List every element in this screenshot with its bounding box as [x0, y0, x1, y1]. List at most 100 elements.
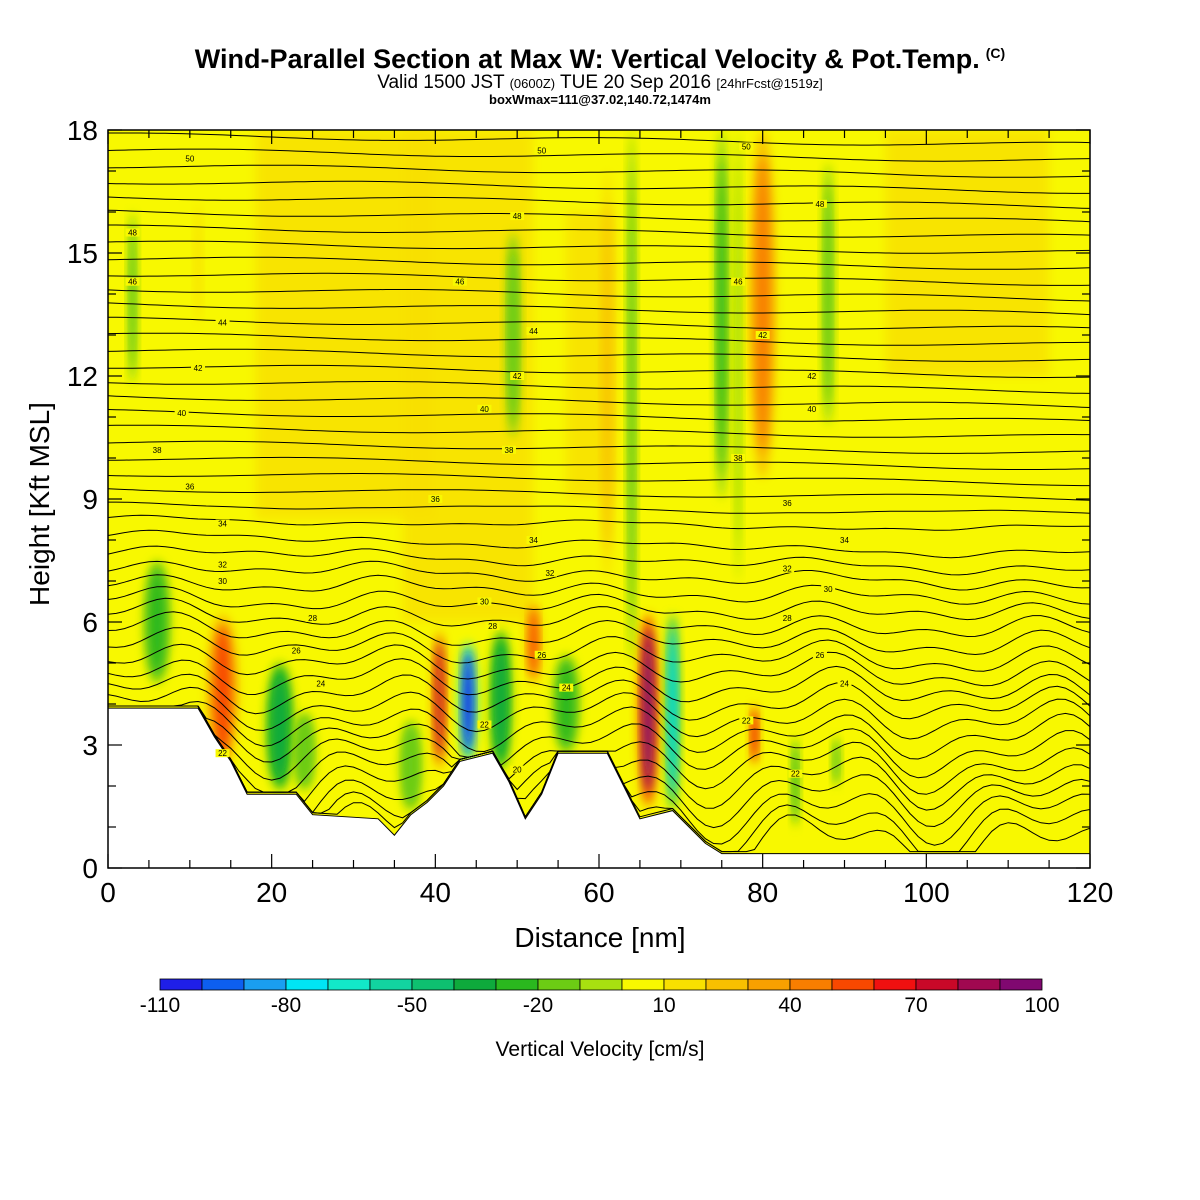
- colorbar-label: Vertical Velocity [cm/s]: [495, 1038, 705, 1061]
- chart-title-text: Wind-Parallel Section at Max W: Vertical…: [194, 44, 980, 74]
- colorbar-tick-label: -110: [140, 994, 180, 1017]
- y-tick-label: 6: [82, 607, 98, 638]
- isentrope-line: [108, 627, 1090, 672]
- contour-label-bg: [215, 577, 230, 585]
- colorbar-swatch: [495, 978, 539, 991]
- isentrope-line: [108, 586, 1090, 621]
- isentrope-line: [108, 381, 1090, 394]
- isentrope-line: [108, 424, 1090, 438]
- colorbar-swatch: [159, 978, 203, 991]
- y-tick-label: 3: [82, 730, 98, 761]
- y-tick-label: 0: [82, 853, 98, 884]
- isentrope-line: [108, 473, 1090, 487]
- contour-label: 28: [488, 622, 497, 631]
- isentrope-line: [108, 409, 1090, 422]
- contour-label: 34: [529, 536, 538, 545]
- isentrope-line: [108, 456, 1090, 470]
- x-tick-label: 0: [100, 877, 116, 908]
- contour-label: 34: [840, 536, 849, 545]
- contour-label: 22: [218, 749, 227, 758]
- box-wmax-line: boxWmax=111@37.02,140.72,1474m: [489, 92, 711, 107]
- isentrope-line: [108, 289, 1090, 302]
- contour-label: 30: [218, 577, 227, 586]
- contour-label-bg: [215, 749, 230, 758]
- contour-label: 46: [455, 278, 464, 287]
- contour-label: 22: [480, 721, 489, 730]
- contour-label-bg: [510, 765, 525, 774]
- chart-title: Wind-Parallel Section at Max W: Vertical…: [0, 44, 1200, 75]
- contour-label-bg: [534, 650, 549, 659]
- colorbar-swatch: [705, 978, 749, 991]
- isentrope-line: [108, 545, 1090, 576]
- contour-label-bg: [305, 613, 320, 622]
- contour-label: 48: [128, 229, 137, 238]
- contour-label-bg: [780, 613, 795, 622]
- colorbar-swatch: [201, 978, 245, 991]
- contour-label-bg: [477, 597, 492, 606]
- colorbar-swatch: [285, 978, 329, 991]
- isentrope-line: [108, 209, 1090, 223]
- theta-contours: [108, 132, 1090, 853]
- contour-label-bg: [739, 142, 754, 151]
- downdraft-core: [463, 651, 473, 753]
- isentrope-line: [108, 658, 1090, 703]
- contour-label-bg: [485, 622, 500, 631]
- isentrope-line: [108, 700, 1090, 760]
- valid-date: TUE 20 Sep 2016: [560, 72, 712, 93]
- colorbar-swatch: [537, 978, 581, 991]
- colorbar-tick-label: -80: [271, 994, 301, 1017]
- x-axis-label: Distance [nm]: [514, 922, 686, 953]
- colorbar-swatch: [411, 978, 455, 991]
- contour-label-bg: [731, 454, 746, 462]
- updraft-core: [194, 202, 202, 325]
- contour-label-bg: [739, 716, 754, 725]
- contour-label: 22: [791, 770, 800, 779]
- contour-label: 44: [218, 319, 227, 328]
- isentrope-line: [108, 574, 1090, 605]
- contour-label-bg: [510, 212, 525, 221]
- downdraft-core: [298, 718, 311, 785]
- contour-label-bg: [837, 536, 852, 544]
- terrain-outline: [108, 707, 1090, 855]
- isentrope-line: [108, 272, 1090, 286]
- forecast-info: [24hrFcst@1519z]: [716, 76, 823, 91]
- contour-label-bg: [477, 720, 492, 729]
- downdraft-core: [718, 157, 726, 472]
- colorbar-tick-label: 70: [904, 994, 927, 1017]
- isentrope-line: [108, 514, 1090, 531]
- y-axis-label: Height [Kft MSL]: [24, 402, 55, 606]
- contour-label-bg: [821, 585, 836, 594]
- contour-label: 34: [218, 520, 227, 529]
- colorbar-swatch: [663, 978, 707, 991]
- colorbar-swatch: [369, 978, 413, 991]
- colorbar-swatch: [831, 978, 875, 991]
- downdraft-core: [558, 662, 574, 746]
- downdraft-core: [629, 169, 635, 624]
- isentrope-line: [108, 686, 1090, 740]
- updraft-core: [754, 156, 771, 453]
- contour-label: 36: [783, 499, 792, 508]
- isentrope-line: [108, 643, 1090, 687]
- contour-label: 30: [824, 585, 833, 594]
- valid-time-line: Valid 1500 JST (0600Z) TUE 20 Sep 2016 […: [0, 72, 1200, 94]
- colorbar-tick-label: 10: [652, 994, 675, 1017]
- isentrope-line: [108, 705, 1090, 779]
- contour-label-bg: [542, 568, 557, 577]
- colorbar-swatch: [327, 978, 371, 991]
- contour-label: 28: [783, 614, 792, 623]
- contour-label: 40: [480, 405, 489, 414]
- contour-label: 44: [529, 327, 538, 336]
- x-tick-label: 20: [256, 877, 287, 908]
- isentrope-line: [108, 224, 1090, 238]
- isentrope-line: [108, 348, 1090, 362]
- downdraft-core: [735, 163, 741, 548]
- contour-label-bg: [534, 146, 549, 155]
- isentrope-line: [108, 240, 1090, 254]
- isentrope-line: [108, 164, 1090, 178]
- downdraft-core: [509, 247, 518, 423]
- contour-label: 30: [480, 598, 489, 607]
- contour-label: 22: [742, 716, 751, 725]
- colorbar-swatch: [453, 978, 497, 991]
- colorbar-tick-label: 40: [778, 994, 801, 1017]
